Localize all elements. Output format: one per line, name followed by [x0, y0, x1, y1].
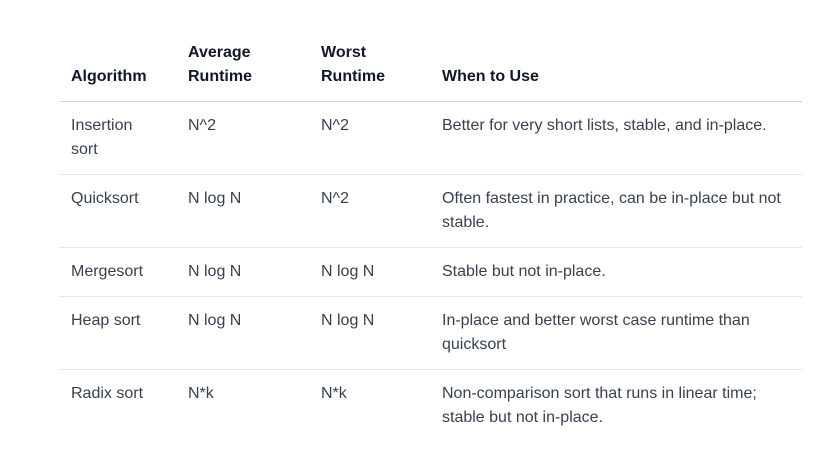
cell-algorithm: Quicksort: [59, 174, 176, 248]
header-row: Algorithm Average Runtime Worst Runtime Wh…: [59, 34, 802, 102]
header-average-line-1: Average: [188, 44, 251, 61]
cell-algorithm: Radix sort: [71, 385, 144, 402]
cell-average-runtime: N log N: [176, 174, 309, 248]
cell-worst-runtime: N log N: [309, 247, 430, 297]
cell-algorithm: Mergesort: [59, 247, 176, 297]
table-header: Algorithm Average Runtime Worst Runtime Wh…: [59, 34, 802, 102]
cell-when-to-use: In-place and better worst case runtime t…: [430, 296, 802, 370]
cell-when-to-use: Non-comparison sort that runs in linear …: [442, 385, 757, 426]
table-row: Mergesort N log N N log N Stable but not…: [59, 247, 802, 297]
header-when-label: When to Use: [442, 68, 539, 85]
header-worst-line-2: Runtime: [321, 68, 385, 85]
header-worst-runtime: Worst Runtime: [309, 34, 430, 102]
table-row: Radix sort N*k N*k Non-comparison sort t…: [59, 370, 802, 443]
header-worst-line-1: Worst: [321, 44, 367, 61]
cell-when-to-use: Often fastest in practice, can be in-pla…: [430, 174, 802, 248]
table-body: Insertion sort N^2 N^2 Better for very sh…: [59, 101, 802, 443]
header-algorithm: Algorithm: [59, 34, 176, 102]
cell-worst-runtime: N^2: [309, 174, 430, 248]
algorithm-line-1: Insertion: [71, 117, 133, 134]
cell-when-to-use: Better for very short lists, stable, and…: [430, 101, 802, 175]
cell-worst-runtime: N*k: [321, 385, 347, 402]
cell-worst-runtime: N log N: [309, 296, 430, 370]
cell-algorithm: Heap sort: [59, 296, 176, 370]
cell-average-runtime: N*k: [188, 385, 214, 402]
cell-when-to-use: Stable but not in-place.: [430, 247, 802, 297]
cell-average-runtime: N log N: [176, 296, 309, 370]
algorithm-line-2: sort: [71, 141, 98, 158]
cell-algorithm: Insertion sort: [59, 101, 176, 175]
table-row: Insertion sort N^2 N^2 Better for very sh…: [59, 101, 802, 175]
table-row: Heap sort N log N N log N In-place and b…: [59, 296, 802, 370]
header-algorithm-label: Algorithm: [71, 68, 147, 85]
cell-average-runtime: N log N: [176, 247, 309, 297]
header-when-to-use: When to Use: [430, 34, 802, 102]
header-average-runtime: Average Runtime: [176, 34, 309, 102]
cell-average-runtime: N^2: [176, 101, 309, 175]
cell-worst-runtime: N^2: [309, 101, 430, 175]
sorting-algorithms-table: Algorithm Average Runtime Worst Runtime Wh…: [59, 34, 802, 442]
table-row: Quicksort N log N N^2 Often fastest in p…: [59, 174, 802, 248]
header-average-line-2: Runtime: [188, 68, 252, 85]
